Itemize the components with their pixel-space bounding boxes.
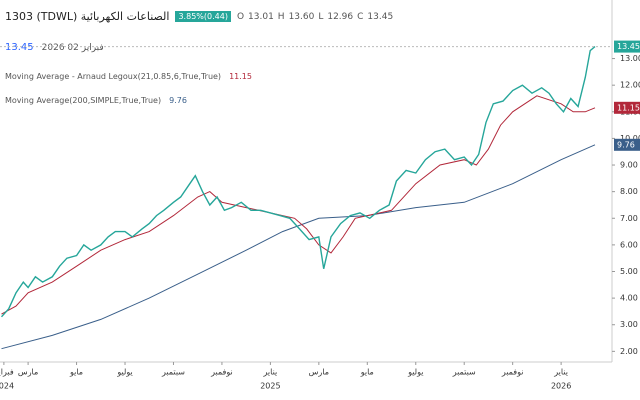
y-tick-label: 10.00 [620,134,640,143]
ohlc-label: H [277,11,285,22]
legend-value: 11.15 [229,72,252,81]
series-line [1,144,596,350]
date: فبراير 02 2026 [41,42,104,53]
y-tick-label: 7.00 [620,214,638,223]
y-tick-label: 9.00 [620,161,638,170]
x-tick-label: يوليو [116,368,132,377]
y-tick-label: 12.00 [620,81,640,90]
x-tick-year: 2026 [551,382,571,391]
value-badge [614,40,640,53]
x-tick-label: نوفمبر [210,368,233,377]
x-tick-label: يناير [263,368,278,377]
legend-entry: Moving Average(200,SIMPLE,True,True) 9.7… [5,96,187,105]
legend-label: Moving Average - Arnaud Legoux(21,0.85,6… [5,72,222,81]
legend-entry: Moving Average - Arnaud Legoux(21,0.85,6… [5,72,252,81]
x-tick-label: مايو [69,368,83,377]
change-badge: 3.85%(0.44) [175,11,231,22]
legend-value: 9.76 [169,96,187,105]
legend-label: Moving Average(200,SIMPLE,True,True) [5,96,162,105]
last-price: 13.45 [5,42,34,53]
x-tick-label: مارس [309,368,329,377]
y-tick-label: 5.00 [620,267,638,276]
x-tick-year: 2025 [260,382,280,391]
x-tick-label: يناير [553,368,568,377]
value-badge [614,101,640,114]
x-tick-label: فبراير [0,368,14,377]
x-tick-label: يوليو [407,368,423,377]
ohlc-label: C [357,11,364,22]
y-tick-label: 3.00 [620,320,638,329]
chart-title: 1303 (TDWL) الصناعات الكهربائية [5,10,170,23]
y-tick-label: 4.00 [620,294,638,303]
ohlc-value: 13.45 [367,11,394,22]
header-row: 1303 (TDWL) الصناعات الكهربائية 3.85%(0.… [5,10,397,23]
x-tick-label: مارس [18,368,38,377]
value-badge-label: 9.76 [617,140,635,149]
x-tick-year: 2024 [0,382,14,391]
value-badge-label: 11.15 [617,103,640,112]
value-badge [614,138,640,151]
ohlc-value: 13.01 [248,11,274,22]
ohlc-label: O [236,11,245,22]
y-tick-label: 13.00 [620,54,640,63]
value-badge-label: 13.45 [617,42,640,51]
ohlc: O 13.01 H 13.60 L 12.96 C 13.45 [237,12,397,22]
ohlc-value: 13.60 [288,11,315,22]
price-row: 13.45 فبراير 02 2026 [5,42,104,53]
series-line [0,46,596,318]
x-tick-label: سبتمبر [161,368,185,377]
x-tick-label: سبتمبر [452,368,476,377]
y-tick-label: 8.00 [620,187,638,196]
x-tick-label: مايو [360,368,374,377]
ohlc-label: L [318,11,324,22]
x-tick-label: نوفمبر [501,368,524,377]
series-line [1,95,596,315]
ohlc-value: 12.96 [327,11,354,22]
y-tick-label: 6.00 [620,240,638,249]
y-tick-label: 2.00 [620,347,638,356]
